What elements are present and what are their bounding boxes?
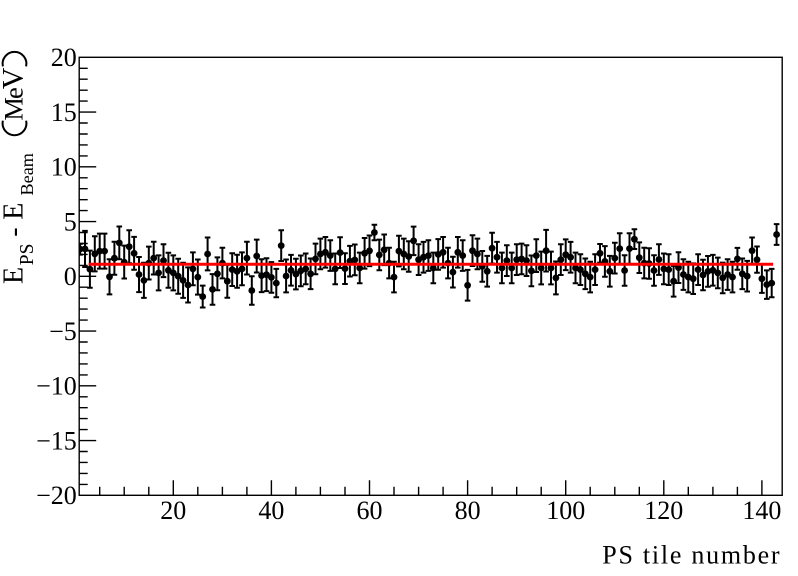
svg-text:0: 0 [64,262,77,291]
svg-text:20: 20 [160,496,186,525]
svg-text:20: 20 [51,43,77,72]
svg-text:10: 10 [51,153,77,182]
svg-text:60: 60 [357,496,383,525]
svg-text:−5: −5 [49,317,77,346]
svg-text:15: 15 [51,98,77,127]
svg-text:−10: −10 [36,372,77,401]
svg-text:40: 40 [258,496,284,525]
svg-text:5: 5 [64,208,77,237]
svg-text:E: E [0,203,30,220]
svg-text:−15: −15 [36,426,77,455]
svg-text:PS: PS [17,243,38,265]
svg-text:-: - [0,227,30,236]
svg-text:80: 80 [455,496,481,525]
svg-text:120: 120 [644,496,683,525]
svg-text:−20: −20 [36,481,77,510]
svg-text:PS tile number: PS tile number [602,541,781,570]
svg-text:E: E [0,267,30,284]
svg-text:100: 100 [546,496,585,525]
svg-text:140: 140 [742,496,781,525]
svg-text:MeV: MeV [0,67,30,120]
svg-text:Beam: Beam [17,153,37,195]
